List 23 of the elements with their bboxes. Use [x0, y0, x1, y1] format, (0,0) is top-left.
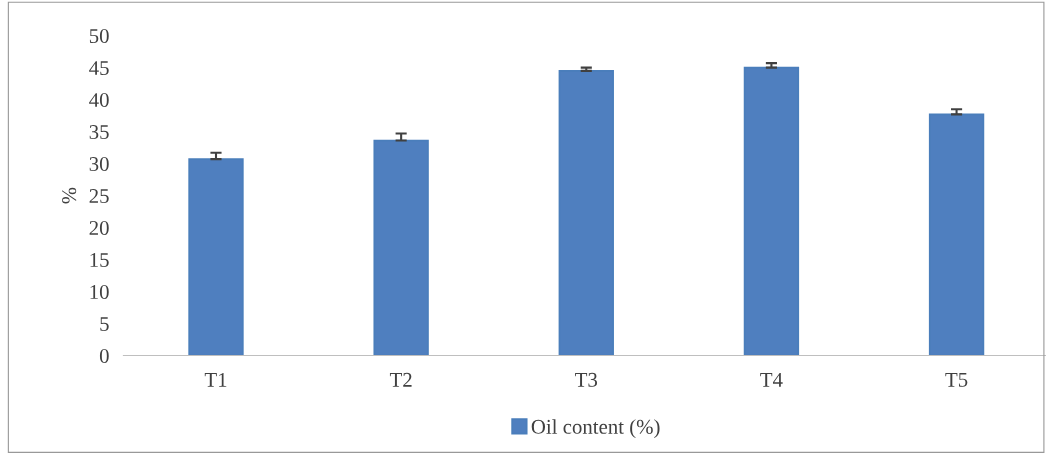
y-axis-title: % [62, 187, 77, 204]
x-tick-label: T3 [575, 372, 598, 387]
y-tick-label: 0 [99, 348, 109, 363]
x-tick-label: T4 [760, 372, 783, 387]
y-tick-label: 30 [89, 156, 109, 172]
y-tick-label: 20 [89, 220, 109, 236]
x-tick-label: T2 [389, 372, 412, 387]
y-tick-label: 40 [89, 93, 109, 108]
y-tick-label: 10 [90, 284, 109, 299]
legend-label: Oil content (%) [531, 419, 660, 439]
y-tick-label: 35 [89, 125, 109, 140]
bar [743, 66, 800, 356]
y-tick-label: 25 [89, 189, 109, 204]
bar [928, 113, 985, 356]
y-tick-label: 50 [89, 29, 109, 44]
x-tick-label: T1 [204, 372, 227, 387]
bar [558, 69, 614, 356]
x-tick-label: T5 [945, 373, 968, 387]
bar [188, 158, 244, 356]
y-tick-label: 5 [100, 317, 109, 331]
y-tick-label: 45 [89, 61, 109, 76]
bar [373, 139, 429, 356]
y-tick-label: 15 [90, 253, 109, 268]
